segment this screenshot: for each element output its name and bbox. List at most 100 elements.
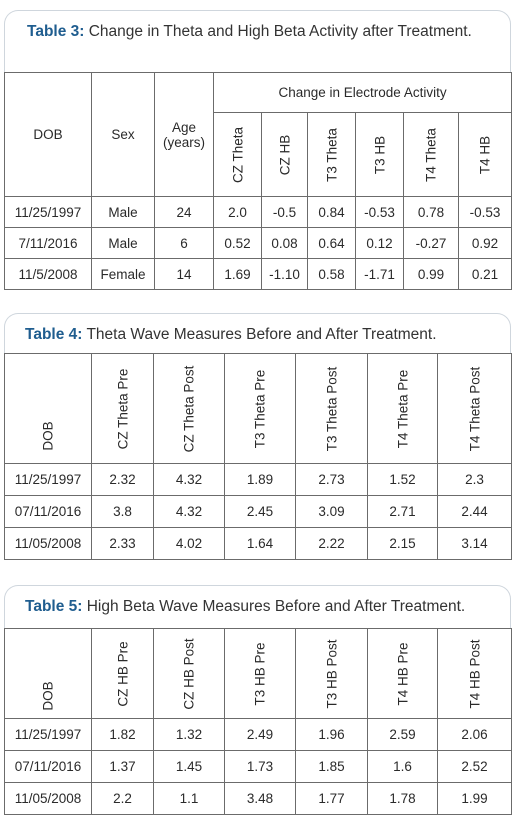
table-cell: 0.52 (213, 227, 262, 259)
table4-header-cz-theta-pre: CZ Theta Pre (91, 353, 154, 464)
table-cell: 4.32 (153, 463, 225, 496)
table-cell: 2.52 (437, 750, 512, 783)
table3-header-t3-theta-text: T3 Theta (324, 127, 339, 182)
table3-header-age-line1: Age (171, 119, 197, 135)
table3-caption-text: Change in Theta and High Beta Activity a… (84, 23, 472, 40)
table-cell: 2.2 (91, 782, 154, 815)
table-cell: 0.78 (403, 196, 459, 228)
table4-header-cz-theta-post: CZ Theta Post (153, 353, 225, 464)
table-cell: 6 (154, 227, 214, 259)
table-cell: 1.1 (153, 782, 225, 815)
table3-header-cz-hb-text: CZ HB (277, 134, 292, 175)
table-cell: 2.32 (91, 463, 154, 496)
table-cell: 1.77 (295, 782, 368, 815)
table-cell: 24 (154, 196, 214, 228)
table-cell: 2.3 (437, 463, 512, 496)
table3-header-t3-theta: T3 Theta (307, 112, 356, 197)
table-cell: 11/5/2008 (4, 258, 92, 290)
table-row: 11/25/1997 2.32 4.32 1.89 2.73 1.52 2.3 (4, 463, 512, 496)
table4-header-cz-theta-pre-text: CZ Theta Pre (115, 368, 130, 449)
table-cell: 3.48 (224, 782, 296, 815)
table-cell: 3.8 (91, 495, 154, 528)
table-row: 7/11/2016 Male 6 0.52 0.08 0.64 0.12 -0.… (4, 227, 513, 259)
table3-header-cz-theta: CZ Theta (213, 112, 262, 197)
table-cell: 1.6 (367, 750, 438, 783)
table3-header-t4-theta-text: T4 Theta (423, 127, 439, 182)
table-cell: 1.73 (224, 750, 296, 783)
table5-header-t4-hb-post-text: T4 HB Post (467, 638, 482, 709)
table-cell: 11/25/1997 (4, 718, 92, 751)
table-cell: 0.08 (261, 227, 308, 259)
table-cell: 4.32 (153, 495, 225, 528)
table4-header-t3-theta-post: T3 Theta Post (295, 353, 368, 464)
table3-header-dob: DOB (4, 72, 92, 197)
table3-caption: Table 3: Change in Theta and High Beta A… (4, 10, 511, 72)
table4-header-dob-text: DOB (40, 421, 56, 451)
table5-header-cz-hb-post: CZ HB Post (153, 628, 225, 719)
table-cell: 2.59 (367, 718, 438, 751)
table5-header-t4-hb-pre: T4 HB Pre (367, 628, 438, 719)
table4-header-t3-theta-post-text: T3 Theta Post (324, 366, 339, 451)
table3-header-t4-hb: T4 HB (457, 112, 513, 197)
table-row: 07/11/2016 3.8 4.32 2.45 3.09 2.71 2.44 (4, 495, 512, 528)
table-cell: -0.5 (261, 196, 308, 228)
table5-header-dob-text: DOB (40, 681, 56, 711)
table-cell: -0.53 (457, 196, 513, 228)
table4-label: Table 4: (25, 326, 83, 343)
table5-header-t3-hb-pre-text: T3 HB Pre (252, 641, 268, 706)
table4-header-t4-theta-post: T4 Theta Post (437, 353, 512, 464)
table3-header-t3-hb: T3 HB (355, 112, 404, 197)
table-cell: 0.99 (403, 258, 459, 290)
table-cell: 2.22 (295, 527, 368, 560)
table4-header-t4-theta-post-text: T4 Theta Post (467, 366, 482, 451)
table-cell: 2.44 (437, 495, 512, 528)
table-cell: 11/25/1997 (4, 463, 92, 496)
table4-header-cz-theta-post-text: CZ Theta Post (181, 365, 197, 452)
table-cell: 07/11/2016 (4, 750, 92, 783)
table-cell: 2.0 (213, 196, 262, 228)
table-row: 11/25/1997 1.82 1.32 2.49 1.96 2.59 2.06 (4, 718, 512, 751)
table4-caption-text: Theta Wave Measures Before and After Tre… (82, 326, 437, 343)
table-row: 07/11/2016 1.37 1.45 1.73 1.85 1.6 2.52 (4, 750, 512, 783)
table-cell: 4.02 (153, 527, 225, 560)
table-cell: 11/25/1997 (4, 196, 92, 228)
table-cell: 1.99 (437, 782, 512, 815)
table5-header-t4-hb-post: T4 HB Post (437, 628, 512, 719)
table-cell: 2.73 (295, 463, 368, 496)
table-cell: 1.45 (153, 750, 225, 783)
table-cell: 1.96 (295, 718, 368, 751)
table-cell: 0.84 (307, 196, 356, 228)
table5-caption-text: High Beta Wave Measures Before and After… (82, 598, 466, 615)
table-cell: 11/05/2008 (4, 782, 92, 815)
table5-header-t3-hb-pre: T3 HB Pre (224, 628, 296, 719)
table-cell: Male (91, 227, 155, 259)
table-cell: 2.49 (224, 718, 296, 751)
table5-header-dob: DOB (4, 628, 92, 719)
table3-header-t3-hb-text: T3 HB (372, 135, 387, 174)
table5-header-t4-hb-pre-text: T4 HB Pre (395, 641, 410, 706)
table4-caption: Table 4: Theta Wave Measures Before and … (4, 313, 511, 353)
table4-header-t3-theta-pre-text: T3 Theta Pre (252, 369, 268, 448)
table-row: 11/05/2008 2.33 4.02 1.64 2.22 2.15 3.14 (4, 527, 512, 560)
table-cell: 1.82 (91, 718, 154, 751)
table-cell: Female (91, 258, 155, 290)
table3-header-t4-theta: T4 Theta (403, 112, 459, 197)
table4: DOB CZ Theta Pre CZ Theta Post T3 Theta … (4, 353, 512, 560)
table4-header-t4-theta-pre-text: T4 Theta Pre (395, 369, 410, 448)
table3-header-cz-hb: CZ HB (261, 112, 308, 197)
table3-header-age-line2: (years) (162, 134, 205, 150)
table5-header-t3-hb-post: T3 HB Post (295, 628, 368, 719)
table3-header-sex: Sex (91, 72, 155, 197)
table3-header-age: Age (years) (154, 72, 214, 197)
table5-caption: Table 5: High Beta Wave Measures Before … (4, 585, 511, 628)
table3: DOB Sex Age (years) Change in Electrode … (4, 72, 513, 290)
table-cell: 0.64 (307, 227, 356, 259)
table-cell: 1.69 (213, 258, 262, 290)
table-cell: 14 (154, 258, 214, 290)
table-cell: 1.64 (224, 527, 296, 560)
table-cell: 2.33 (91, 527, 154, 560)
table-cell: 2.71 (367, 495, 438, 528)
table-cell: -1.10 (261, 258, 308, 290)
table-cell: 0.92 (457, 227, 513, 259)
table-cell: 2.45 (224, 495, 296, 528)
